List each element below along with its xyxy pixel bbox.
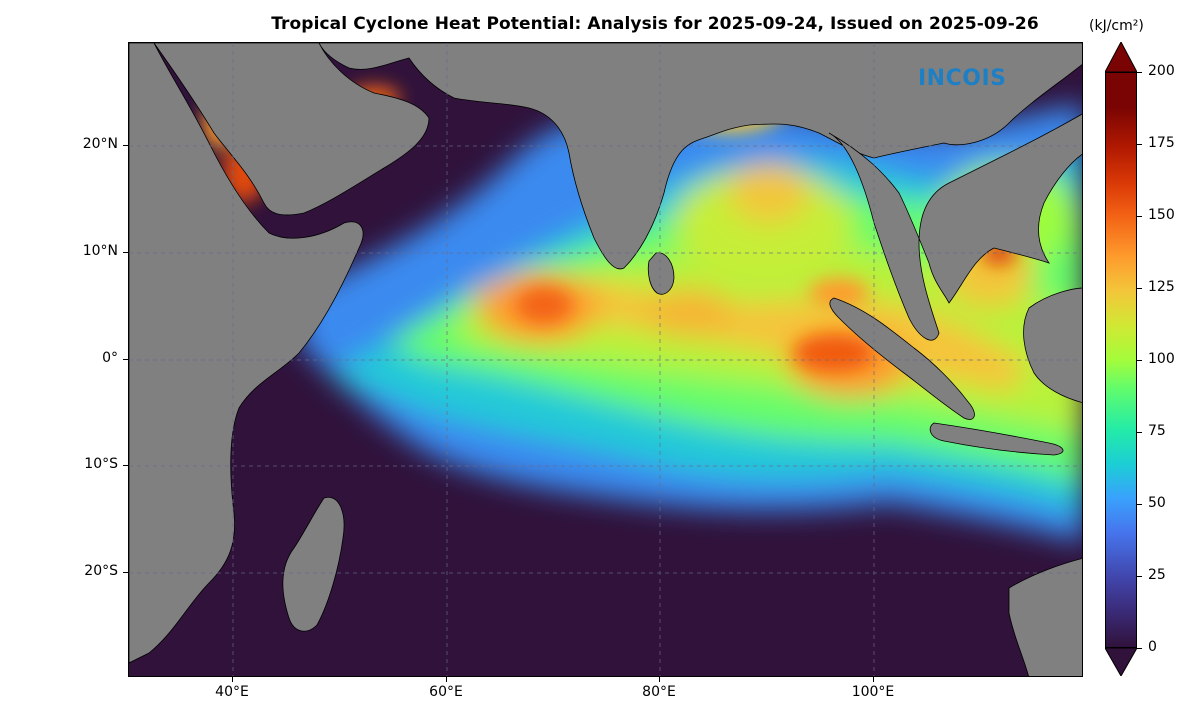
land-australia (1008, 558, 1082, 676)
colorbar-tick-label: 25 (1148, 567, 1166, 583)
colorbar-tick-mark (1137, 144, 1142, 145)
lat-tick-label: 10°N (82, 243, 118, 259)
colorbar-tick-mark (1137, 648, 1142, 649)
colorbar-tick-label: 75 (1148, 423, 1166, 439)
colorbar-tick-label: 150 (1148, 207, 1175, 223)
colorbar-tick-mark (1137, 288, 1142, 289)
land-java (929, 422, 1064, 456)
land-asia-north (318, 43, 1082, 270)
lat-tick-mark (123, 252, 128, 253)
land-sumatra (829, 297, 975, 420)
gridlines (129, 43, 1082, 676)
land-indochina (828, 113, 1082, 341)
lon-tick-mark (873, 677, 874, 682)
colorbar-tick-mark (1137, 576, 1142, 577)
lat-tick-mark (123, 465, 128, 466)
colorbar-tick-mark (1137, 504, 1142, 505)
map-panel[interactable] (128, 42, 1083, 677)
land-arabia (153, 43, 430, 216)
colorbar-tick-label: 100 (1148, 351, 1175, 367)
colorbar-tick-mark (1137, 216, 1142, 217)
heat-potential-map (129, 43, 1082, 676)
lon-tick-mark (446, 677, 447, 682)
lat-tick-mark (123, 145, 128, 146)
colorbar-units: (kJ/cm²) (1089, 18, 1144, 34)
colorbar-min-extend (1105, 648, 1137, 676)
colorbar-tick-mark (1137, 72, 1142, 73)
colorbar (1105, 72, 1137, 648)
land-madagascar (282, 496, 345, 632)
land-borneo (1023, 287, 1082, 403)
incois-logo: INCOIS (918, 66, 1007, 91)
colorbar-tick-label: 125 (1148, 279, 1175, 295)
lon-tick-label: 60°E (429, 684, 463, 700)
lat-tick-label: 20°S (84, 563, 118, 579)
colorbar-tick-label: 50 (1148, 495, 1166, 511)
land-africa (129, 43, 364, 664)
colorbar-max-extend (1105, 42, 1137, 72)
lat-tick-mark (123, 572, 128, 573)
colorbar-tick-label: 200 (1148, 63, 1175, 79)
colorbar-tick-mark (1137, 360, 1142, 361)
map-title: Tropical Cyclone Heat Potential: Analysi… (271, 14, 1039, 34)
colorbar-tick-label: 0 (1148, 639, 1157, 655)
lon-tick-label: 80°E (642, 684, 676, 700)
lat-tick-label: 20°N (82, 136, 118, 152)
lat-tick-mark (123, 359, 128, 360)
lon-tick-mark (232, 677, 233, 682)
land-masses (129, 43, 1082, 676)
lon-tick-label: 100°E (851, 684, 895, 700)
lon-tick-mark (659, 677, 660, 682)
lat-tick-label: 0° (102, 350, 118, 366)
colorbar-tick-label: 175 (1148, 135, 1175, 151)
land-srilanka (647, 252, 675, 295)
lon-tick-label: 40°E (215, 684, 249, 700)
colorbar-tick-mark (1137, 432, 1142, 433)
lat-tick-label: 10°S (84, 456, 118, 472)
